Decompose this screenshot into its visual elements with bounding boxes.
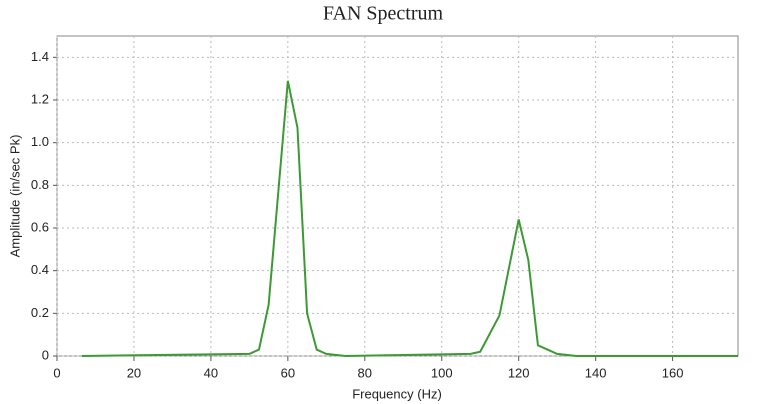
chart-title: FAN Spectrum <box>323 3 444 25</box>
x-tick-label: 140 <box>585 365 607 380</box>
x-tick-label: 0 <box>53 365 60 380</box>
x-tick-label: 160 <box>662 365 684 380</box>
y-tick-label: 1.0 <box>31 134 49 149</box>
x-tick-label: 80 <box>358 365 372 380</box>
x-tick-label: 20 <box>127 365 141 380</box>
plot-area <box>56 35 739 357</box>
x-axis-label: Frequency (Hz) <box>352 386 442 401</box>
y-tick-label: 0.8 <box>31 177 49 192</box>
y-axis-label: Amplitude (in/sec Pk) <box>7 135 22 258</box>
x-tick-label: 60 <box>281 365 295 380</box>
line <box>81 80 738 358</box>
x-tick-label: 100 <box>431 365 453 380</box>
y-tick-label: 0.4 <box>31 262 49 277</box>
y-tick-label: 0.6 <box>31 219 49 234</box>
y-tick-label: 1.4 <box>31 49 49 64</box>
y-tick-label: 0 <box>42 347 49 362</box>
y-tick-label: 1.2 <box>31 91 49 106</box>
y-tick-label: 0.2 <box>31 305 49 320</box>
x-tick-label: 120 <box>508 365 530 380</box>
x-tick-label: 40 <box>204 365 218 380</box>
